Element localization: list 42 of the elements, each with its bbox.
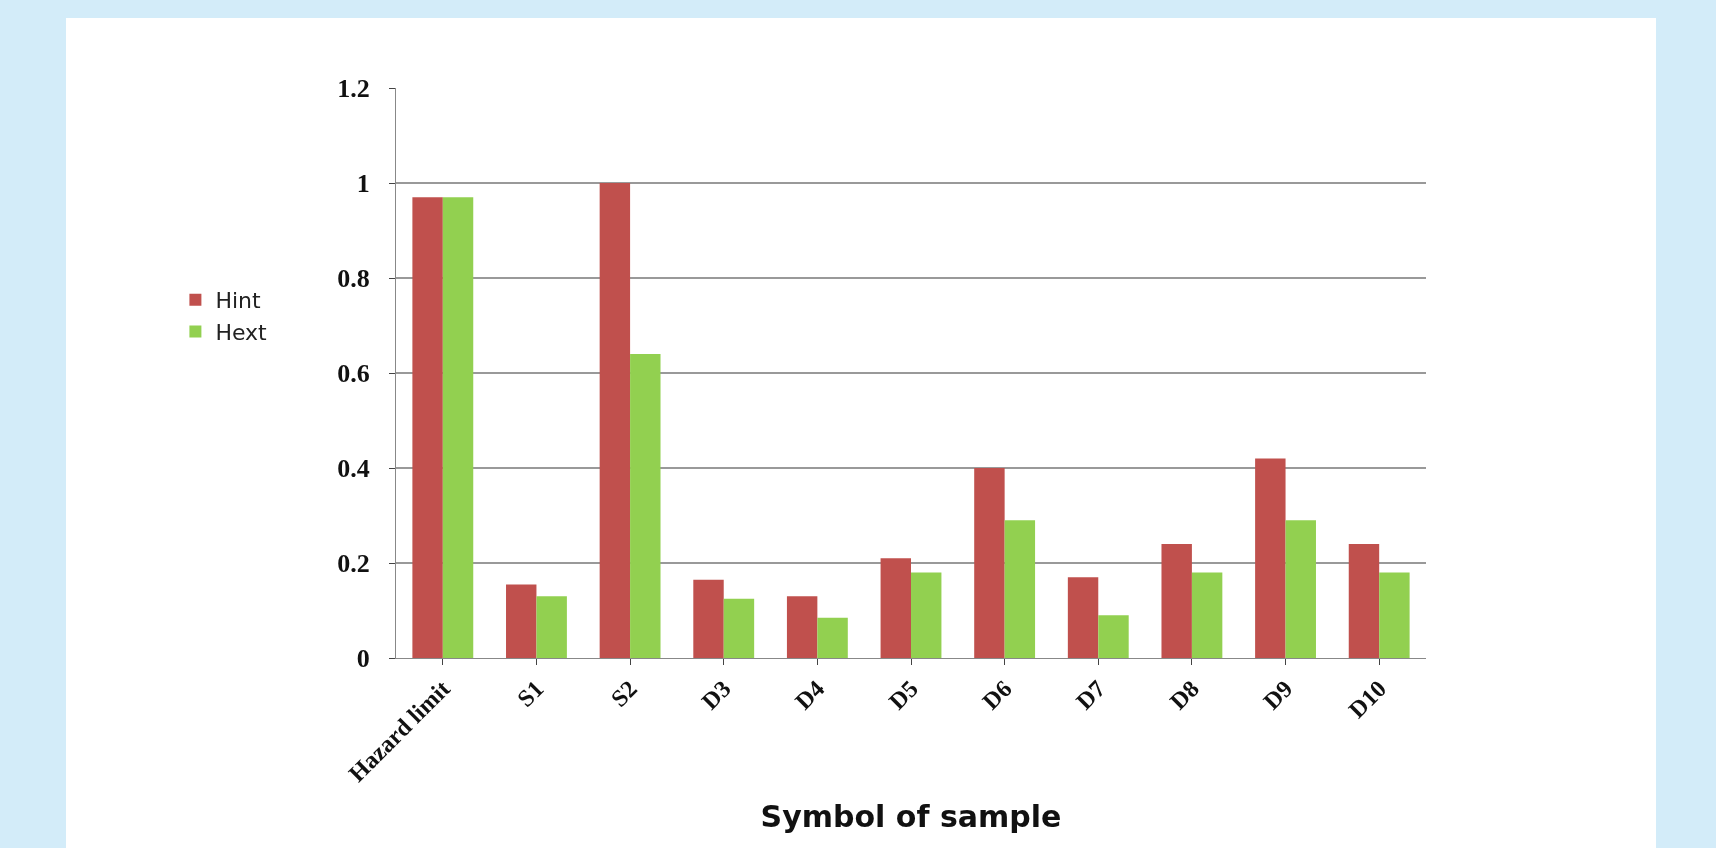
bar <box>786 596 818 658</box>
x-tick-label: D9 <box>1258 675 1298 715</box>
bar <box>442 197 474 658</box>
legend-label: Hext <box>215 319 268 345</box>
y-tick-label: 0.8 <box>337 264 370 294</box>
bar <box>974 468 1005 658</box>
bar <box>1067 577 1099 658</box>
y-tick-label: 0.4 <box>337 454 370 484</box>
x-tick-label: D3 <box>696 675 736 715</box>
y-tick-label: 1 <box>356 169 370 199</box>
x-tick-label: S2 <box>605 675 643 712</box>
y-tick-label: 0 <box>356 644 370 674</box>
bar <box>1098 615 1129 658</box>
y-tick-label: 0.6 <box>337 359 370 389</box>
bar <box>817 617 848 658</box>
x-tick-label: D8 <box>1164 675 1204 715</box>
bar <box>911 572 942 658</box>
bar <box>1379 572 1410 658</box>
x-axis-title: Symbol of sample <box>760 799 1062 835</box>
x-tick-label: D10 <box>1343 675 1392 724</box>
bar <box>1161 544 1192 658</box>
bar <box>1191 572 1223 658</box>
x-tick-label: S1 <box>512 675 549 712</box>
bar <box>693 579 724 658</box>
bar <box>1004 520 1036 658</box>
bar <box>1285 520 1316 658</box>
bar <box>506 584 537 658</box>
x-tick-label: D5 <box>883 675 924 715</box>
bar <box>412 197 443 658</box>
y-tick-label: 1.2 <box>337 74 370 104</box>
bar <box>630 354 661 658</box>
x-tick-label: D6 <box>977 675 1017 715</box>
bar <box>880 558 911 658</box>
bar <box>599 183 631 658</box>
bar <box>723 598 755 658</box>
x-tick-label: D7 <box>1071 675 1111 715</box>
x-tick-label: D4 <box>790 675 830 715</box>
y-tick-label: 0.2 <box>337 549 370 579</box>
bar <box>1348 544 1380 658</box>
legend-label: Hint <box>215 288 261 314</box>
bar <box>1255 458 1286 658</box>
bar <box>536 596 567 658</box>
